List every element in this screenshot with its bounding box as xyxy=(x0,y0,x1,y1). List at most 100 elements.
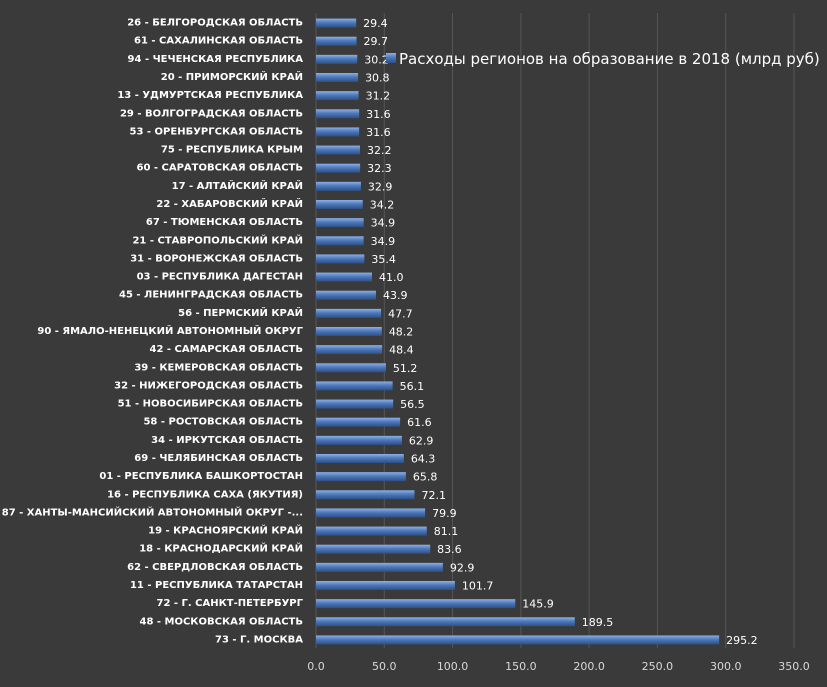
grid-layer xyxy=(315,13,795,648)
legend: Расходы регионов на образование в 2018 (… xyxy=(386,50,820,68)
bar xyxy=(316,18,357,28)
category-label: 11 - РЕСПУБЛИКА ТАТАРСТАН xyxy=(130,580,303,591)
bar xyxy=(316,544,431,554)
bar xyxy=(316,127,360,137)
data-label: 48.4 xyxy=(389,344,414,357)
bar xyxy=(316,599,516,609)
data-label: 29.4 xyxy=(363,17,388,30)
data-label: 29.7 xyxy=(364,35,389,48)
bar xyxy=(316,236,364,246)
data-label: 145.9 xyxy=(522,598,554,611)
data-label: 189.5 xyxy=(582,616,614,629)
category-label: 53 - ОРЕНБУРГСКАЯ ОБЛАСТЬ xyxy=(130,126,303,137)
data-label: 43.9 xyxy=(383,289,408,302)
x-tick-label: 200.0 xyxy=(573,660,605,673)
data-label: 61.6 xyxy=(407,416,432,429)
category-label: 48 - МОСКОВСКАЯ ОБЛАСТЬ xyxy=(139,616,303,627)
data-label: 56.5 xyxy=(400,398,425,411)
data-label: 35.4 xyxy=(371,253,396,266)
category-label: 39 - КЕМЕРОВСКАЯ ОБЛАСТЬ xyxy=(134,362,303,373)
category-label: 58 - РОСТОВСКАЯ ОБЛАСТЬ xyxy=(143,417,303,428)
data-label: 41.0 xyxy=(379,271,404,284)
data-label: 295.2 xyxy=(726,634,758,647)
data-label: 34.9 xyxy=(371,217,396,230)
data-label: 48.2 xyxy=(389,326,414,339)
category-label: 17 - АЛТАЙСКИЙ КРАЙ xyxy=(172,179,303,192)
category-label: 51 - НОВОСИБИРСКАЯ ОБЛАСТЬ xyxy=(118,399,303,410)
bar xyxy=(316,617,575,627)
bar xyxy=(316,109,360,119)
data-label: 31.6 xyxy=(366,126,391,139)
category-label: 67 - ТЮМЕНСКАЯ ОБЛАСТЬ xyxy=(146,217,303,228)
category-label: 18 - КРАСНОДАРСКИЙ КРАЙ xyxy=(139,542,303,555)
bar xyxy=(316,73,359,82)
category-label: 69 - ЧЕЛЯБИНСКАЯ ОБЛАСТЬ xyxy=(134,453,303,464)
category-label: 42 - САМАРСКАЯ ОБЛАСТЬ xyxy=(149,344,303,355)
bar xyxy=(316,254,365,264)
category-label: 62 - СВЕРДЛОВСКАЯ ОБЛАСТЬ xyxy=(127,562,303,573)
data-label: 101.7 xyxy=(462,580,494,593)
bar xyxy=(316,272,372,282)
category-label: 73 - Г. МОСКВА xyxy=(215,634,303,645)
bar xyxy=(316,36,357,46)
bar xyxy=(316,363,386,373)
data-label: 72.1 xyxy=(421,489,446,502)
data-label: 79.9 xyxy=(432,507,457,520)
data-label: 30.2 xyxy=(364,53,389,66)
category-label: 20 - ПРИМОРСКИЙ КРАЙ xyxy=(161,70,303,83)
data-label: 65.8 xyxy=(413,471,438,484)
category-label: 94 - ЧЕЧЕНСКАЯ РЕСПУБЛИКА xyxy=(128,54,304,65)
category-label: 32 - НИЖЕГОРОДСКАЯ ОБЛАСТЬ xyxy=(114,380,303,391)
bar xyxy=(316,526,427,536)
bar xyxy=(316,308,382,318)
x-tick-label: 50.0 xyxy=(372,660,397,673)
data-label: 31.6 xyxy=(366,108,391,121)
category-label: 21 - СТАВРОПОЛЬСКИЙ КРАЙ xyxy=(132,233,303,246)
data-label: 32.3 xyxy=(367,162,392,175)
data-label: 34.9 xyxy=(371,235,396,248)
x-tick-label: 300.0 xyxy=(710,660,742,673)
category-label: 22 - ХАБАРОВСКИЙ КРАЙ xyxy=(156,197,303,210)
data-label: 62.9 xyxy=(409,434,434,447)
bar xyxy=(316,490,415,500)
data-label: 34.2 xyxy=(370,199,395,212)
x-tick-label: 100.0 xyxy=(437,660,469,673)
data-label: 30.8 xyxy=(365,72,390,85)
data-label: 32.9 xyxy=(368,180,393,193)
category-label: 45 - ЛЕНИНГРАДСКАЯ ОБЛАСТЬ xyxy=(119,290,303,301)
bar xyxy=(316,200,363,209)
bar xyxy=(316,472,406,482)
category-label: 56 - ПЕРМСКИЙ КРАЙ xyxy=(178,306,303,319)
category-label: 87 - ХАНТЫ-МАНСИЙСКИЙ АВТОНОМНЫЙ ОКРУГ -… xyxy=(2,505,303,518)
x-tick-label: 0.0 xyxy=(307,660,325,673)
data-label: 31.2 xyxy=(366,90,391,103)
bar xyxy=(316,181,361,191)
x-tick-label: 150.0 xyxy=(505,660,537,673)
data-label: 47.7 xyxy=(388,307,413,320)
data-label: 51.2 xyxy=(393,362,418,375)
legend-label: Расходы регионов на образование в 2018 (… xyxy=(399,50,820,68)
bar xyxy=(316,508,426,518)
bar xyxy=(316,91,359,101)
bar xyxy=(316,345,383,355)
bar xyxy=(316,435,402,445)
category-label: 72 - Г. САНКТ-ПЕТЕРБУРГ xyxy=(157,598,304,609)
data-label: 92.9 xyxy=(450,561,475,574)
category-label: 61 - САХАЛИНСКАЯ ОБЛАСТЬ xyxy=(134,36,303,47)
bar xyxy=(316,381,393,391)
data-label: 83.6 xyxy=(437,543,462,556)
bar xyxy=(316,54,358,64)
category-label: 31 - ВОРОНЕЖСКАЯ ОБЛАСТЬ xyxy=(130,253,303,264)
category-label: 75 - РЕСПУБЛИКА КРЫМ xyxy=(161,145,303,156)
category-label: 03 - РЕСПУБЛИКА ДАГЕСТАН xyxy=(137,272,303,283)
data-label: 64.3 xyxy=(411,453,436,466)
category-label: 13 - УДМУРТСКАЯ РЕСПУБЛИКА xyxy=(117,90,303,101)
bar xyxy=(316,399,394,409)
category-label: 01 - РЕСПУБЛИКА БАШКОРТОСТАН xyxy=(99,471,303,482)
bar xyxy=(316,290,376,300)
bar xyxy=(316,581,455,590)
data-label: 56.1 xyxy=(400,380,425,393)
category-label: 34 - ИРКУТСКАЯ ОБЛАСТЬ xyxy=(151,435,303,446)
bar xyxy=(316,218,364,228)
